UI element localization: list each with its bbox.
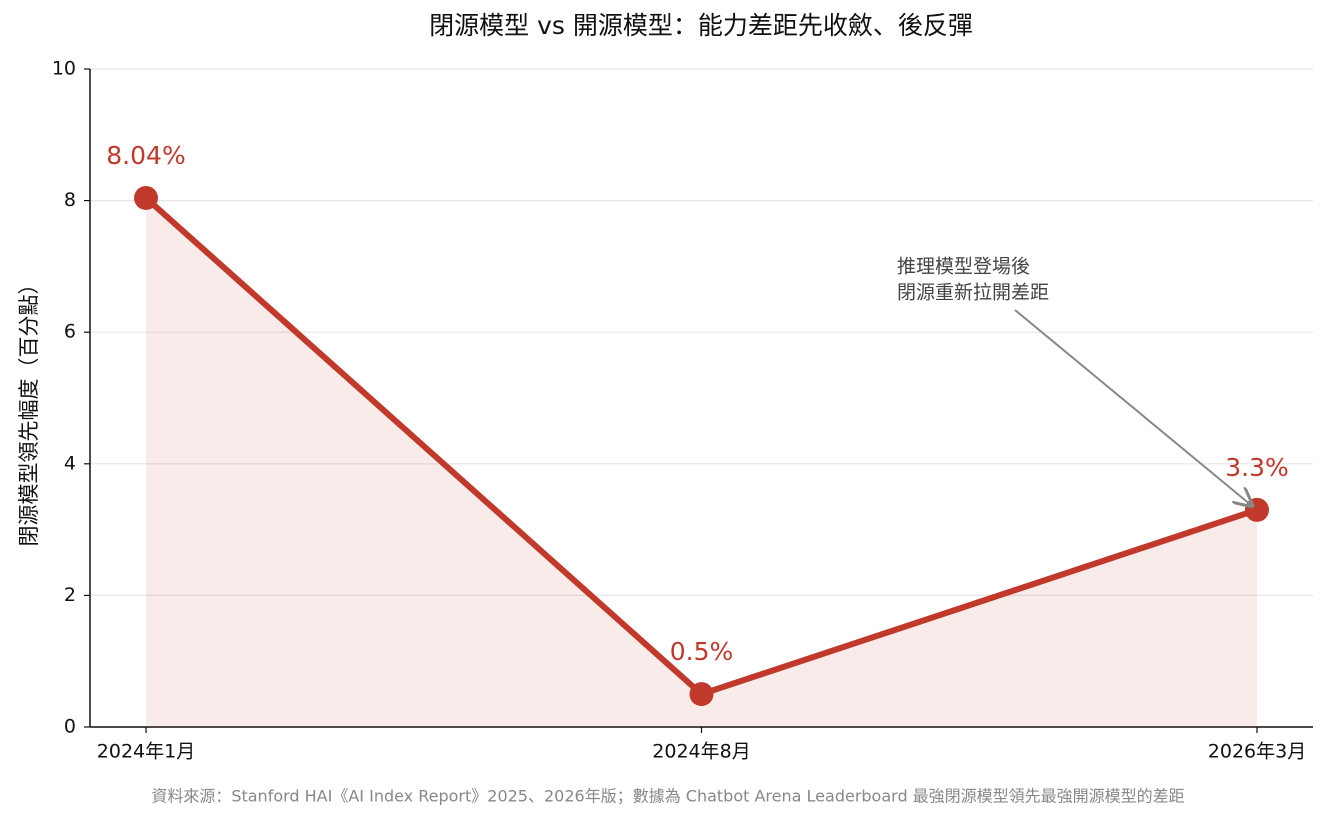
source-note: 資料來源：Stanford HAI《AI Index Report》2025、2… — [151, 787, 1184, 806]
y-tick-label: 2 — [64, 584, 76, 606]
area — [146, 197, 1257, 727]
point — [1245, 497, 1269, 522]
annotation-text: 閉源重新拉開差距 — [897, 282, 1049, 304]
value-label: 8.04% — [106, 141, 185, 170]
x-tick-label: 2024年1月 — [97, 741, 195, 763]
x-tick-label: 2026年3月 — [1208, 741, 1306, 763]
chart-title: 閉源模型 vs 開源模型：能力差距先收斂、後反彈 — [429, 11, 973, 40]
value-label: 3.3% — [1225, 453, 1289, 482]
y-tick-label: 4 — [64, 452, 76, 474]
y-tick-label: 0 — [64, 716, 76, 738]
point — [689, 682, 714, 707]
y-tick-label: 10 — [52, 58, 76, 80]
annotation-arrow — [1014, 309, 1252, 506]
annotation-text: 推理模型登場後 — [897, 256, 1030, 278]
value-label: 0.5% — [670, 637, 734, 666]
point — [134, 185, 158, 210]
x-tick-label: 2024年8月 — [652, 741, 750, 763]
y-tick-label: 6 — [64, 321, 76, 343]
y-tick-label: 8 — [64, 189, 76, 211]
y-axis-label: 閉源模型領先幅度（百分點） — [17, 274, 41, 547]
